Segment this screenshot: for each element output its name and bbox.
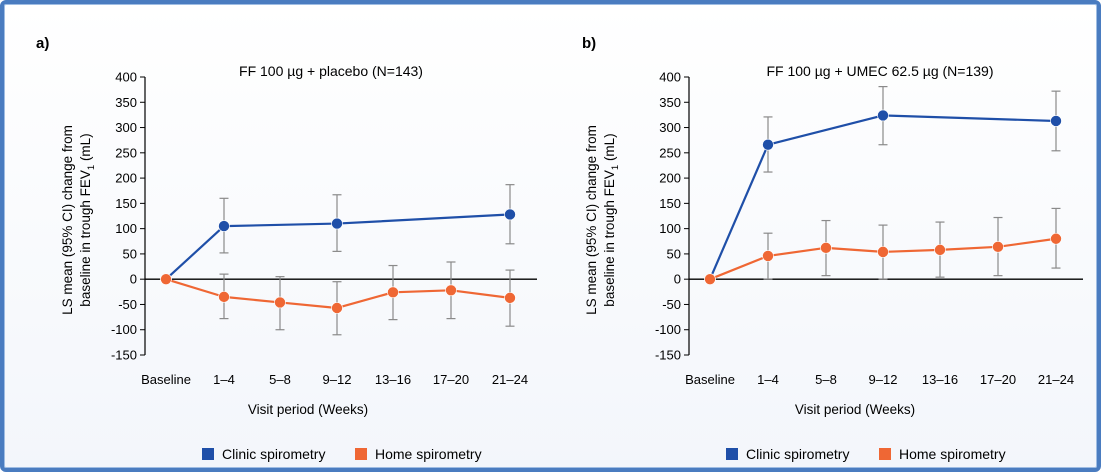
home-data-point	[504, 292, 516, 304]
x-tick-label: 17–20	[433, 372, 469, 387]
y-tick-label: -50	[662, 297, 681, 312]
home-data-point	[877, 246, 889, 258]
home-data-point	[934, 244, 946, 256]
x-tick-label: 21–24	[1038, 372, 1074, 387]
legend-swatch-clinic	[202, 448, 214, 460]
y-tick-label: 300	[659, 120, 681, 135]
clinic-series-line	[708, 114, 1057, 280]
y-tick-label: 50	[123, 246, 137, 261]
legend-swatch-home	[355, 448, 367, 460]
clinic-data-point	[504, 208, 516, 221]
y-axis-label-unit: (mL)	[602, 133, 617, 165]
home-data-point	[820, 242, 832, 254]
home-data-point	[387, 286, 399, 299]
legend: Clinic spirometry Home spirometry	[202, 446, 482, 462]
clinic-data-point	[331, 217, 343, 230]
x-axis-label: Visit period (Weeks)	[248, 402, 368, 417]
y-axis-label-subscript: 1	[86, 165, 97, 170]
x-tick-label: Baseline	[141, 372, 191, 387]
y-tick-label: 350	[115, 95, 137, 110]
clinic-series-line	[165, 213, 511, 280]
legend-label-clinic: Clinic spirometry	[222, 446, 325, 462]
clinic-data-point	[1050, 115, 1062, 127]
y-axis-label-main: baseline in trough FEV	[602, 170, 617, 307]
panel-a: a) FF 100 µg + placebo (N=143) Visit per…	[36, 35, 537, 462]
x-tick-label: 5–8	[269, 372, 291, 387]
y-tick-label: -50	[118, 297, 137, 312]
chart-title: FF 100 µg + placebo (N=143)	[239, 63, 423, 79]
home-data-point	[704, 273, 716, 285]
y-axis-label-line1: LS mean (95% CI) change from	[60, 125, 75, 315]
home-data-point	[274, 296, 286, 309]
home-data-point	[218, 291, 230, 303]
panel-b: b) FF 100 µg + UMEC 62.5 µg (N=139) Visi…	[582, 35, 1083, 462]
y-tick-label: 250	[115, 145, 137, 160]
y-axis-label-unit: (mL)	[78, 133, 93, 165]
y-axis-label-line2: baseline in trough FEV1 (mL)	[602, 133, 621, 306]
x-tick-label: 13–16	[922, 372, 958, 387]
legend: Clinic spirometry Home spirometry	[726, 446, 1006, 462]
y-tick-label: 0	[130, 272, 137, 287]
legend-label-clinic: Clinic spirometry	[746, 446, 849, 462]
y-tick-label: -150	[655, 348, 681, 363]
x-tick-label: 13–16	[375, 372, 411, 387]
y-tick-label: 150	[659, 196, 681, 211]
chart-title: FF 100 µg + UMEC 62.5 µg (N=139)	[766, 63, 993, 79]
clinic-data-point	[762, 138, 774, 151]
home-data-point	[160, 273, 172, 285]
x-tick-label: 9–12	[869, 372, 898, 387]
y-axis-label-main: baseline in trough FEV	[78, 170, 93, 307]
y-axis-label-line2: baseline in trough FEV1 (mL)	[78, 133, 97, 306]
y-tick-label: 100	[659, 221, 681, 236]
x-tick-label: 9–12	[323, 372, 352, 387]
y-tick-label: -150	[111, 348, 137, 363]
y-tick-label: 250	[659, 145, 681, 160]
x-tick-label: 5–8	[815, 372, 837, 387]
y-tick-label: 0	[674, 272, 681, 287]
legend-label-home: Home spirometry	[375, 446, 482, 462]
x-tick-label: 1–4	[757, 372, 779, 387]
clinic-data-point	[218, 220, 230, 232]
y-tick-label: 350	[659, 95, 681, 110]
y-tick-label: 200	[659, 171, 681, 186]
x-axis-label: Visit period (Weeks)	[795, 402, 915, 417]
y-tick-label: 150	[115, 196, 137, 211]
y-tick-label: 100	[115, 221, 137, 236]
y-tick-label: -100	[111, 322, 137, 337]
home-data-point	[762, 250, 774, 262]
y-tick-label: 200	[115, 171, 137, 186]
panel-letter: a)	[36, 35, 49, 52]
legend-label-home: Home spirometry	[899, 446, 1006, 462]
x-tick-label: 1–4	[213, 372, 235, 387]
home-data-point	[445, 284, 457, 297]
y-tick-label: -100	[655, 322, 681, 337]
y-tick-label: 400	[115, 70, 137, 85]
home-data-point	[1050, 232, 1062, 245]
legend-swatch-home	[879, 448, 891, 460]
panel-letter: b)	[582, 35, 596, 52]
y-tick-label: 400	[659, 70, 681, 85]
y-axis-label-line1: LS mean (95% CI) change from	[584, 125, 599, 315]
clinic-data-point	[877, 109, 889, 122]
x-tick-label: Baseline	[685, 372, 735, 387]
y-tick-label: 300	[115, 120, 137, 135]
home-data-point	[992, 241, 1004, 253]
home-data-point	[331, 302, 343, 314]
x-tick-label: 21–24	[492, 372, 528, 387]
legend-swatch-clinic	[726, 448, 738, 460]
x-tick-label: 17–20	[980, 372, 1016, 387]
y-axis-label-subscript: 1	[610, 165, 621, 170]
y-tick-label: 50	[667, 246, 681, 261]
